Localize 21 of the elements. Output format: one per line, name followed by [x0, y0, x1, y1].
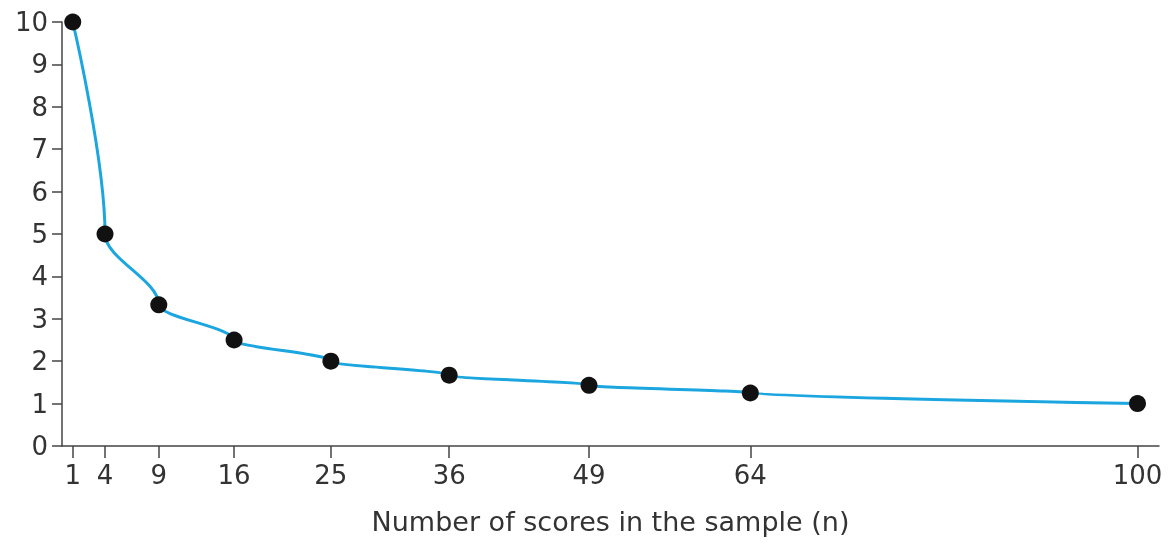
y-tick-label: 9: [31, 49, 48, 80]
y-tick-label: 1: [31, 388, 48, 419]
x-tick-label: 4: [96, 460, 114, 490]
x-tick-label: 25: [314, 460, 348, 490]
y-tick-label: 3: [31, 303, 48, 334]
y-tick-label: 5: [31, 219, 48, 249]
y-tick-label: 6: [31, 176, 48, 207]
x-tick-label: 100: [1112, 460, 1163, 490]
y-tick-label: 8: [31, 91, 48, 122]
y-tick-label: 7: [31, 134, 48, 165]
y-tick-label: 10: [14, 7, 48, 37]
x-axis-title: Number of scores in the sample (n): [371, 506, 850, 537]
x-tick-label: 49: [572, 460, 606, 490]
x-tick-label: 9: [150, 460, 168, 490]
x-tick-label: 36: [432, 460, 466, 490]
x-tick-label: 64: [733, 460, 767, 490]
x-tick-label: 1: [64, 460, 82, 490]
y-tick-label: 2: [31, 346, 48, 377]
x-tick-label: 16: [217, 460, 251, 490]
y-tick-label: 0: [31, 431, 48, 461]
y-tick-label: 4: [31, 261, 48, 292]
